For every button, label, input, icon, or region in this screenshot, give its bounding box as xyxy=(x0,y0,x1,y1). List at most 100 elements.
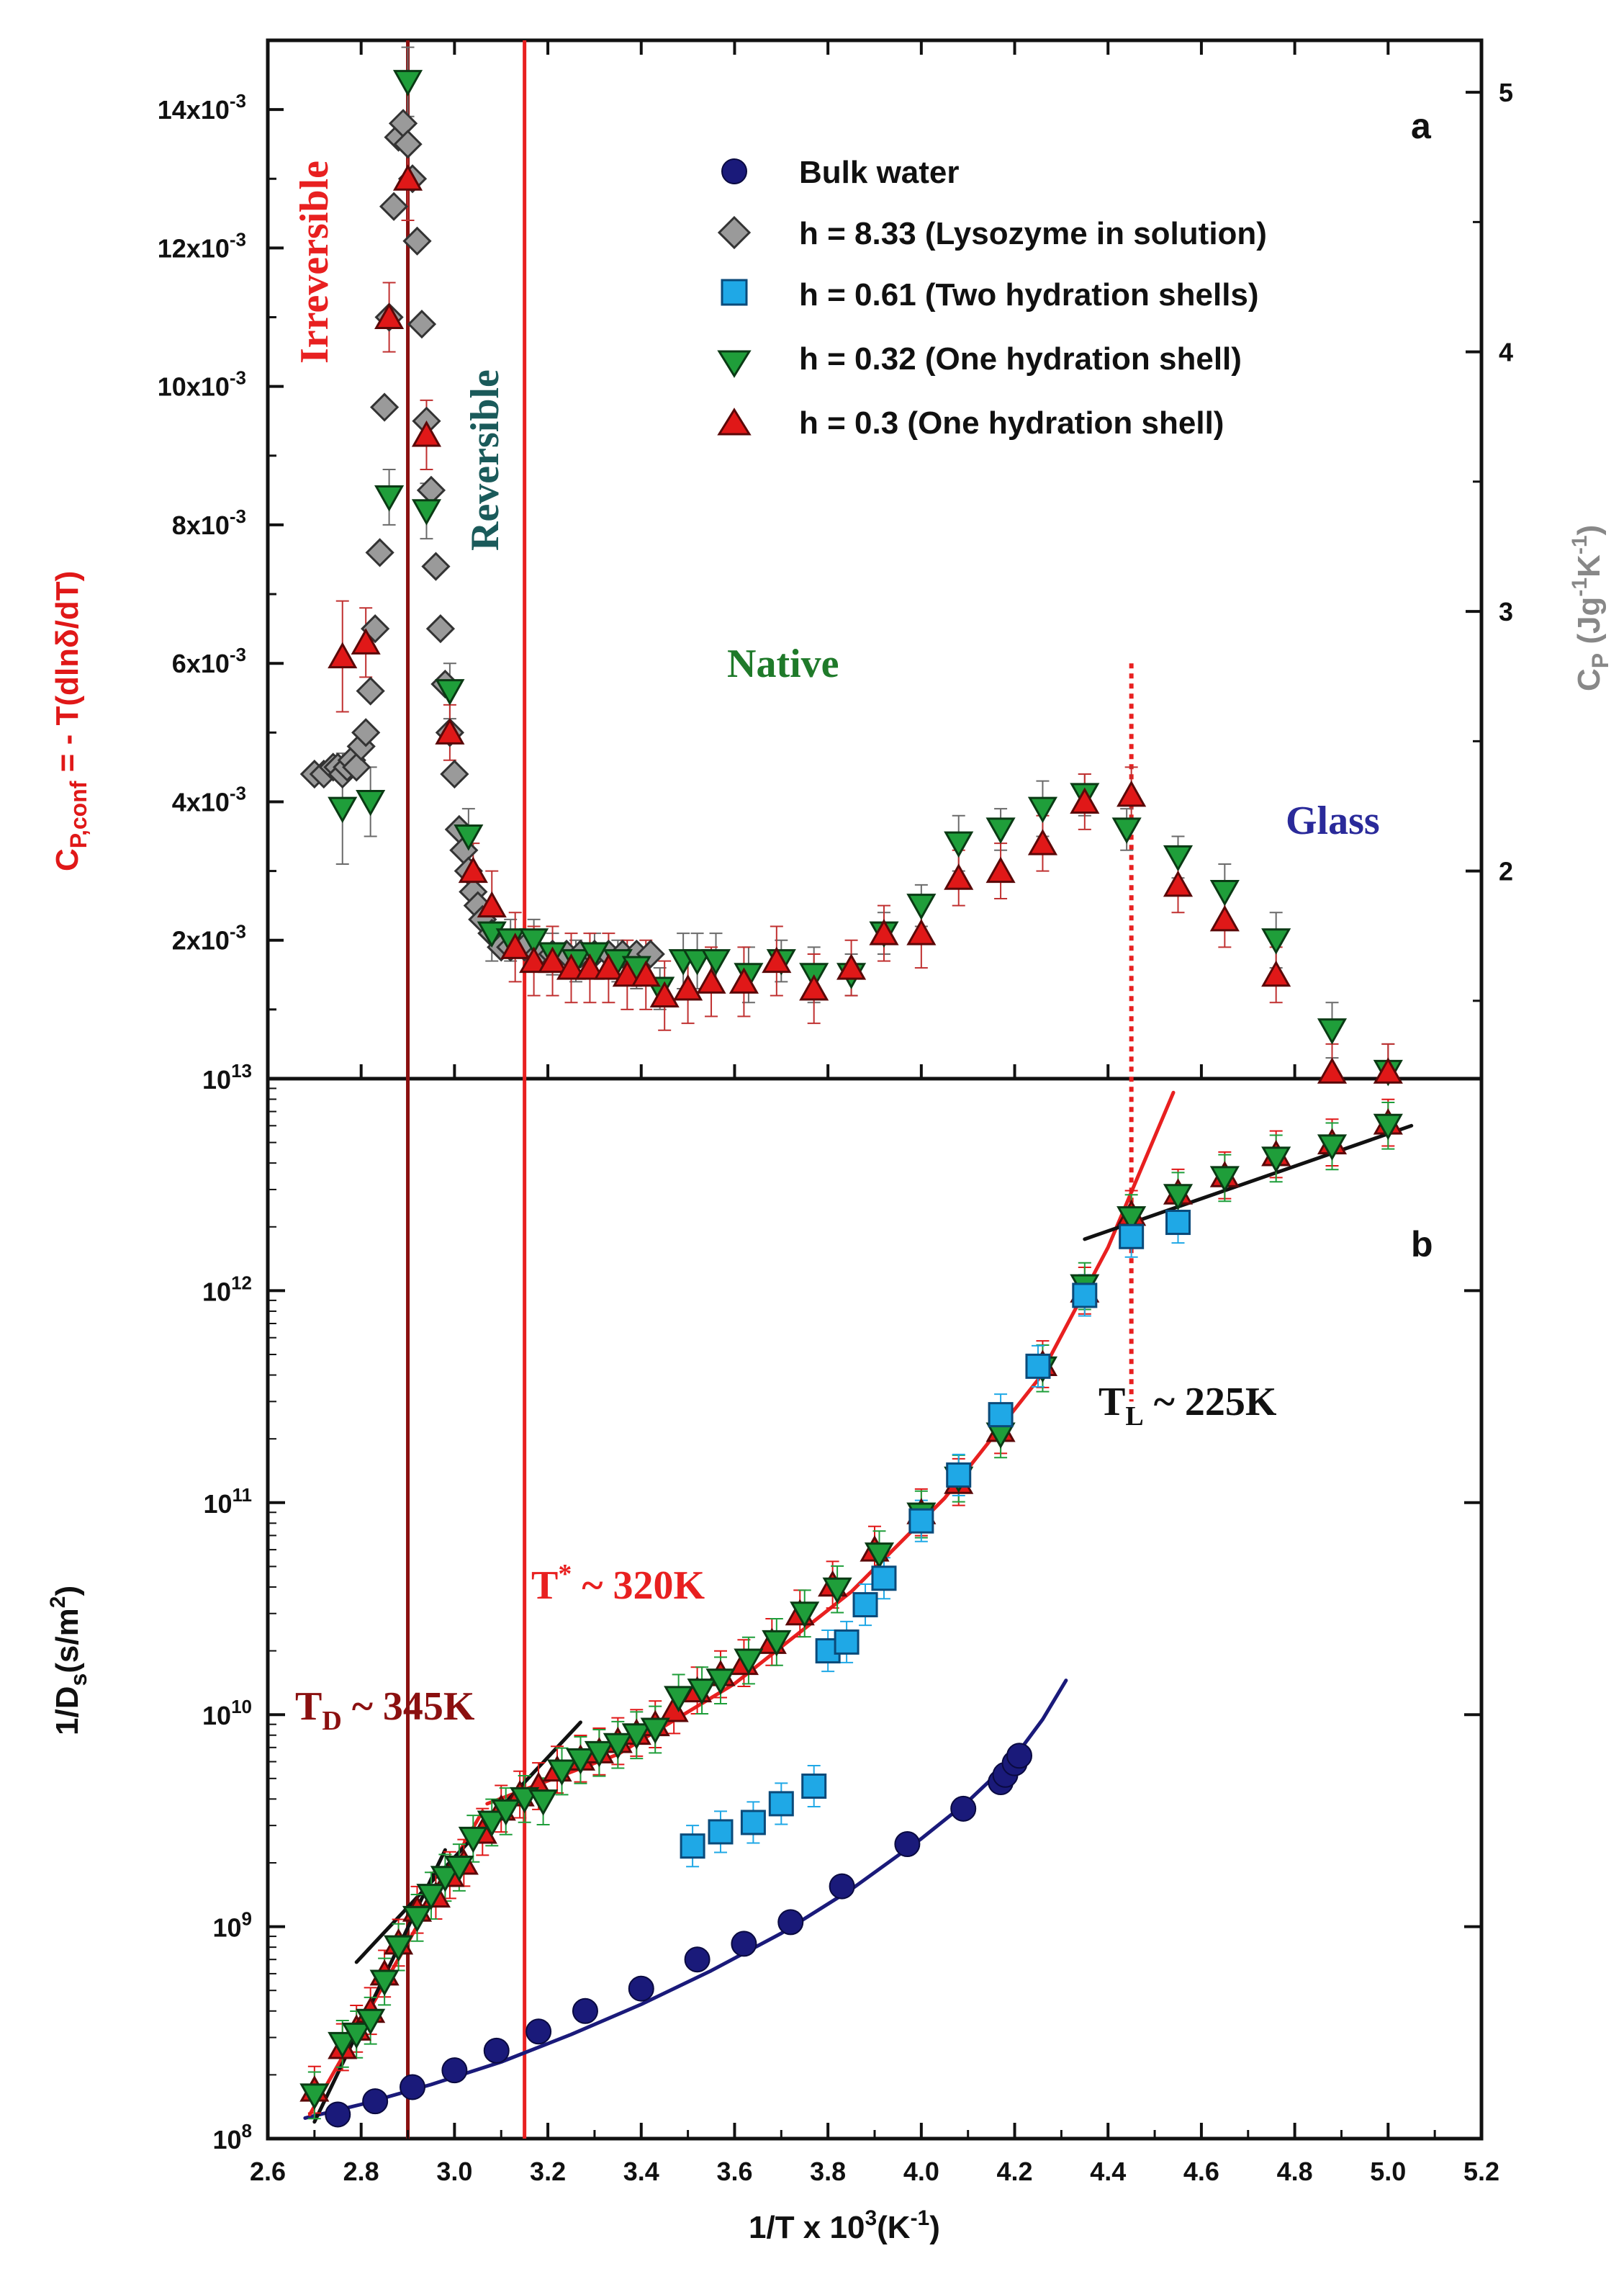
panel-a-point-lysozyme xyxy=(369,392,400,422)
annotation-td-main: T xyxy=(295,1684,322,1729)
panel-b-x-tick-label: 5.2 xyxy=(1463,2157,1499,2186)
annotation-tstar: T* ~ 320K xyxy=(531,1559,705,1608)
panel-b-point-oneshell_032 xyxy=(384,1935,414,1962)
panel-b-label: b xyxy=(1411,1224,1433,1264)
panel-a-point-oneshell_032 xyxy=(392,70,423,96)
panel-b-point-oneshell_032 xyxy=(1163,1184,1194,1210)
panel-a-right-axis-label-sub: P xyxy=(1587,653,1613,668)
panel-a-point-oneshell_03 xyxy=(1373,1057,1403,1084)
panel-a-point-oneshell_03 xyxy=(1116,780,1147,807)
tick-base: 8x10 xyxy=(172,511,230,540)
tick-base: 6x10 xyxy=(172,649,230,678)
panel-b-point-oneshell_032 xyxy=(1261,1146,1291,1173)
annotation-tl: TL ~ 225K xyxy=(1099,1380,1277,1432)
tick-base: 10 xyxy=(203,1489,232,1519)
panel-b-point-twoshell xyxy=(1072,1282,1098,1308)
panel-b-x-tick-label: 3.6 xyxy=(716,2157,752,2186)
panel-a-point-oneshell_03 xyxy=(351,628,381,655)
panel-b-point-twoshell xyxy=(988,1402,1014,1428)
panel-b-y-tick-label: 108 xyxy=(212,2120,252,2154)
panel-a-point-oneshell_032 xyxy=(1163,845,1194,872)
panel-a-point-oneshell_032 xyxy=(519,928,549,955)
panel-a-point-oneshell_03 xyxy=(985,856,1016,884)
annotation-reversible: Reversible xyxy=(463,369,508,551)
panel-b-y-axis-label-sup: 2 xyxy=(46,1596,70,1609)
panel-a-point-lysozyme xyxy=(342,752,371,782)
panel-b-point-oneshell_032 xyxy=(1317,1134,1348,1161)
panel-a-point-oneshell_03 xyxy=(328,642,358,669)
panel-a-point-oneshell_032 xyxy=(1027,796,1058,824)
panel-a-point-oneshell_03 xyxy=(1070,787,1100,814)
panel-a-ticks: 2x10-34x10-36x10-38x10-310x10-312x10-314… xyxy=(158,40,1513,1079)
panel-a-point-oneshell_03 xyxy=(1209,904,1240,932)
panel-a-point-oneshell_032 xyxy=(579,942,610,969)
annotation-td-sub: D xyxy=(322,1706,341,1736)
panel-a-point-oneshell_03 xyxy=(696,967,726,994)
annotation-native: Native xyxy=(727,642,839,686)
panel-a-point-oneshell_032 xyxy=(700,949,731,976)
panel-b-point-bulk xyxy=(777,1909,804,1936)
panel-b-ticks: 2.6 2.8 3.0 3.2 3.4 3.6 3.8 4.0 4.2 4.4 4.6 4.8 5.0 5… xyxy=(202,1060,1499,2186)
panel-a-point-oneshell_03 xyxy=(612,960,642,987)
panel-a-right-axis-label-sup1: -1 xyxy=(1568,578,1592,597)
panel-b-point-oneshell_032 xyxy=(1116,1206,1147,1233)
panel-a-point-oneshell_03 xyxy=(519,946,549,974)
panel-b-point-oneshell_032 xyxy=(1373,1113,1403,1141)
panel-b-point-bulk xyxy=(400,2074,426,2100)
annotation-glass: Glass xyxy=(1286,799,1380,843)
panel-b-point-twoshell xyxy=(1025,1353,1051,1379)
panel-b-x-tick-label: 4.6 xyxy=(1183,2157,1219,2186)
annotation-tstar-rest: ~ 320K xyxy=(572,1563,705,1608)
panel-b-point-oneshell_032 xyxy=(444,1856,474,1882)
panel-a-point-oneshell_03 xyxy=(500,932,531,959)
panel-a-point-oneshell_03 xyxy=(458,856,488,884)
tick-exp: -3 xyxy=(230,505,246,527)
panel-a-point-oneshell_03 xyxy=(906,919,937,945)
panel-b-point-oneshell_032 xyxy=(664,1686,694,1712)
panel-b-point-bulk xyxy=(362,2088,389,2115)
panel-a-point-oneshell_03 xyxy=(593,953,623,980)
legend-label-bulk: Bulk water xyxy=(799,155,960,190)
panel-b-point-oneshell_032 xyxy=(734,1648,764,1676)
panel-b-point-bulk xyxy=(950,1795,977,1822)
panel-b-y-axis-label-main: 1/D xyxy=(50,1686,85,1735)
panel-a-left-axis-label-rest: = - T(dlnδ/dT) xyxy=(50,571,85,781)
panel-b-point-oneshell_032 xyxy=(328,2031,358,2059)
panel-a-point-oneshell_03 xyxy=(392,164,423,191)
panel-b-point-bulk xyxy=(829,1873,855,1900)
panel-a-point-oneshell_03 xyxy=(799,974,829,1001)
tick-exp: 8 xyxy=(242,2120,252,2142)
panel-b-point-oneshell_032 xyxy=(584,1740,614,1768)
tick-base: 14x10 xyxy=(158,95,230,125)
panel-a-right-axis-label: CP (Jg-1K-1) xyxy=(1568,525,1613,691)
panel-b-point-oneshell_032 xyxy=(528,1789,559,1816)
panel-b-point-oneshell_032 xyxy=(822,1577,852,1604)
panel-a-point-oneshell_03 xyxy=(435,718,465,745)
panel-b-y-tick-label: 1013 xyxy=(202,1060,252,1095)
x-axis-label: 1/T x 103(K-1) xyxy=(749,2206,940,2245)
panel-a-point-oneshell_03 xyxy=(537,946,568,974)
annotation-tl-main: T xyxy=(1099,1380,1125,1424)
tick-base: 10 xyxy=(202,1701,231,1730)
panel-a-point-oneshell_03 xyxy=(869,919,899,945)
panel-b-point-oneshell_032 xyxy=(369,1969,400,1997)
panel-b-x-tick-label: 4.2 xyxy=(997,2157,1033,2186)
panel-a-right-tick-label: 4 xyxy=(1499,338,1513,367)
panel-a-point-oneshell_032 xyxy=(682,949,713,976)
tick-base: 10 xyxy=(212,1913,241,1943)
panel-b-point-bulk xyxy=(684,1946,710,1973)
panel-b-x-tick-label: 2.6 xyxy=(250,2157,286,2186)
panel-b-y-axis-label-rest: (s/m xyxy=(50,1608,85,1673)
panel-b-point-twoshell xyxy=(908,1508,934,1534)
panel-b-point-bulk xyxy=(325,2101,351,2128)
panel-b-x-tick-label: 4.8 xyxy=(1277,2157,1313,2186)
panel-b-point-twoshell xyxy=(708,1819,734,1845)
panel-a-point-oneshell_03 xyxy=(944,863,974,890)
panel-a-point-oneshell_03 xyxy=(556,953,587,980)
panel-b-y-axis-label-end: ) xyxy=(50,1586,85,1596)
panel-b-point-oneshell_032 xyxy=(603,1733,633,1760)
tick-exp: -3 xyxy=(230,367,246,389)
panel-a-point-oneshell_03 xyxy=(673,974,703,1001)
legend-marker-oneshell-032 xyxy=(717,350,752,378)
